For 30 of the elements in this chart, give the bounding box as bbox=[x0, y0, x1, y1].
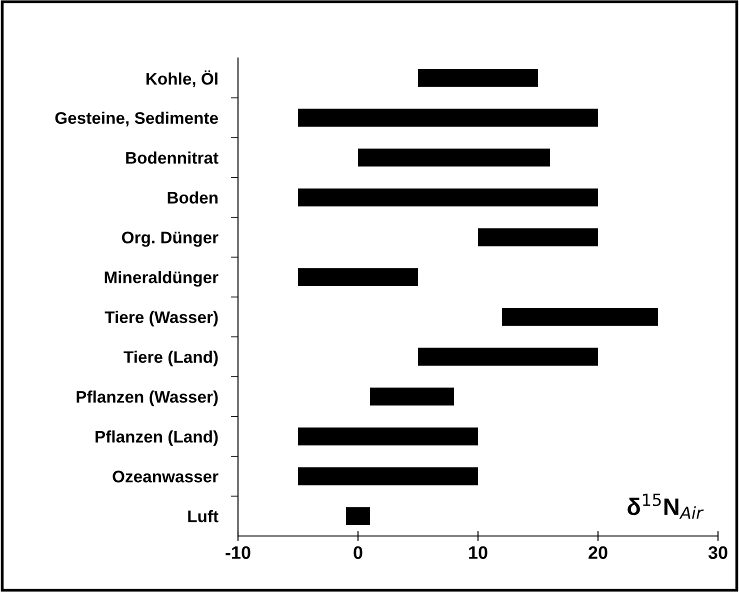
y-tick-label: Tiere (Wasser) bbox=[104, 310, 218, 326]
bar bbox=[358, 148, 550, 167]
y-tick-label: Ozeanwasser bbox=[112, 470, 218, 482]
x-tick-label: 10 bbox=[469, 546, 488, 559]
bar bbox=[298, 427, 478, 446]
x-tick-label: 20 bbox=[588, 546, 608, 559]
y-tick-label: Gesteine, Sedimente bbox=[55, 112, 218, 126]
y-tick-label: Luft bbox=[188, 510, 218, 522]
x-tick-label: -10 bbox=[226, 546, 250, 559]
y-tick-label: Kohle, Öl bbox=[146, 70, 218, 88]
bar bbox=[298, 188, 598, 206]
bar bbox=[502, 308, 658, 326]
bar bbox=[418, 348, 598, 366]
bar bbox=[346, 507, 370, 526]
y-tick-label: Bodennitrat bbox=[126, 152, 218, 164]
y-tick-label: Mineraldünger bbox=[104, 271, 218, 287]
y-tick-label: Boden bbox=[168, 191, 218, 204]
y-tick-label: Pflanzen (Land) bbox=[96, 430, 218, 446]
bar bbox=[298, 108, 598, 127]
bar bbox=[418, 68, 538, 87]
bar bbox=[298, 467, 478, 486]
x-tick-label: 0 bbox=[354, 546, 362, 559]
bar bbox=[370, 388, 454, 406]
y-tick-label: Org. Dünger bbox=[122, 232, 218, 247]
y-tick-label: Tiere (Land) bbox=[124, 350, 218, 366]
y-tick-label: Pflanzen (Wasser) bbox=[76, 390, 218, 406]
x-tick-label: 30 bbox=[708, 546, 728, 560]
bar bbox=[478, 228, 598, 246]
bar bbox=[298, 268, 418, 286]
annotation: δ$^{15}$N$_{Air}$ bbox=[628, 494, 704, 519]
